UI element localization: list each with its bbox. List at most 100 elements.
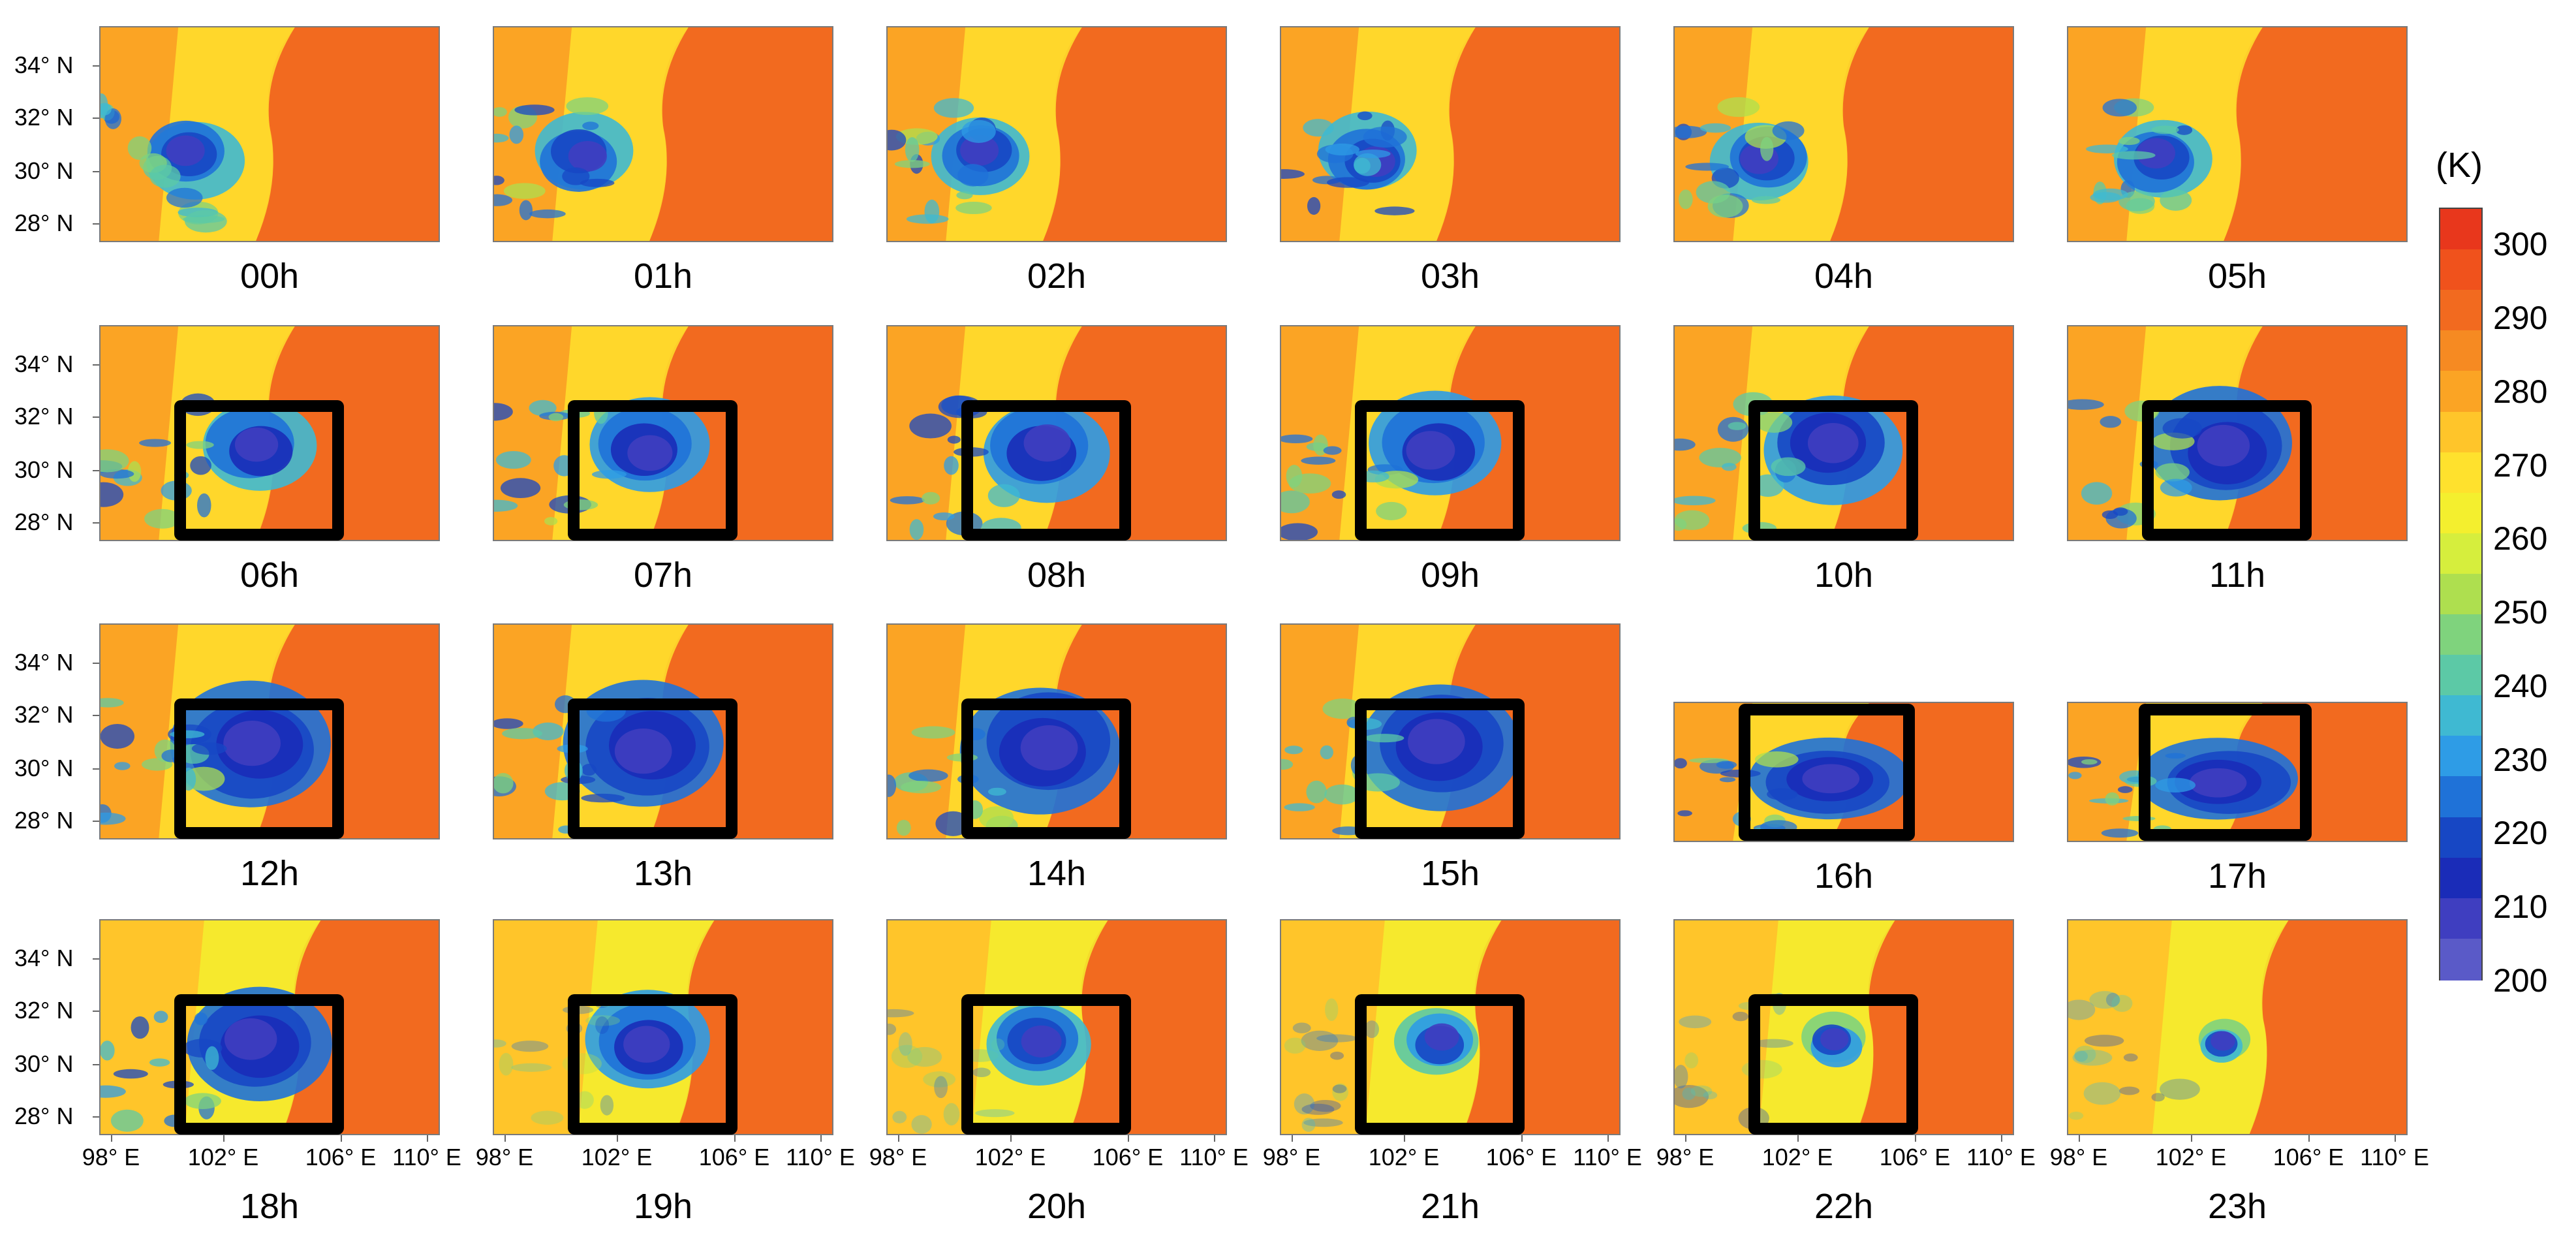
panel-12h: [99, 623, 440, 839]
lon-tick: [1010, 1135, 1012, 1142]
lat-tick: [93, 768, 99, 770]
lon-tick: [734, 1135, 736, 1142]
lat-tick: [93, 171, 99, 172]
lat-tick: [93, 364, 99, 366]
colorbar-segment: [2440, 898, 2481, 941]
lon-tick: [341, 1135, 342, 1142]
region-box: [1748, 994, 1918, 1135]
lat-label: 34° N: [14, 351, 74, 377]
colorbar-segment: [2440, 573, 2481, 616]
colorbar-segment: [2440, 371, 2481, 413]
hour-label: 19h: [633, 1187, 693, 1226]
region-box: [568, 994, 737, 1135]
lat-label: 32° N: [14, 997, 74, 1024]
colorbar-tick-label: 240: [2493, 667, 2548, 704]
lon-label: 98° E: [869, 1144, 927, 1170]
colorbar: [2439, 208, 2483, 981]
lon-label: 110° E: [1573, 1144, 1642, 1170]
lon-tick: [223, 1135, 225, 1142]
lat-tick: [93, 821, 99, 822]
lon-label: 106° E: [305, 1144, 377, 1170]
colorbar-tick-label: 220: [2493, 815, 2548, 852]
panel-11h: [2067, 325, 2408, 541]
hour-label: 03h: [1420, 257, 1480, 296]
hour-label: 12h: [240, 854, 300, 893]
panel-18h: [99, 919, 440, 1135]
lon-tick: [820, 1135, 822, 1142]
lat-tick: [93, 65, 99, 67]
hour-label: 15h: [1420, 854, 1480, 893]
lon-label: 98° E: [475, 1144, 534, 1170]
lat-label: 34° N: [14, 945, 74, 971]
panel-15h: [1280, 623, 1621, 839]
lat-tick: [93, 1116, 99, 1118]
lon-tick: [2001, 1135, 2002, 1142]
colorbar-tick-label: 270: [2493, 447, 2548, 484]
lat-label: 28° N: [14, 509, 74, 535]
lon-tick: [1214, 1135, 1215, 1142]
lon-label: 102° E: [2155, 1144, 2227, 1170]
region-box: [1355, 994, 1525, 1135]
region-box: [1739, 704, 1915, 841]
lon-label: 110° E: [1179, 1144, 1249, 1170]
hour-label: 08h: [1027, 556, 1087, 595]
hour-label: 18h: [240, 1187, 300, 1226]
hour-label: 23h: [2207, 1187, 2267, 1226]
lon-tick: [2395, 1135, 2396, 1142]
colorbar-segment: [2440, 492, 2481, 535]
panel-20h: [886, 919, 1227, 1135]
colorbar-segment: [2440, 655, 2481, 697]
colorbar-segment: [2440, 857, 2481, 900]
lon-label: 110° E: [1966, 1144, 2036, 1170]
panel-21h: [1280, 919, 1621, 1135]
hour-label: 02h: [1027, 257, 1087, 296]
colorbar-tick-label: 300: [2493, 226, 2548, 263]
lon-label: 110° E: [2360, 1144, 2429, 1170]
panel-04h: [1673, 26, 2014, 242]
lat-label: 34° N: [14, 649, 74, 676]
colorbar-segment: [2440, 411, 2481, 454]
hour-label: 14h: [1027, 854, 1087, 893]
lon-label: 98° E: [2049, 1144, 2108, 1170]
colorbar-tick-label: 200: [2493, 962, 2548, 999]
lon-tick: [617, 1135, 618, 1142]
panel-14h: [886, 623, 1227, 839]
panel-09h: [1280, 325, 1621, 541]
lat-tick: [93, 416, 99, 418]
lat-tick: [93, 1011, 99, 1012]
panel-02h: [886, 26, 1227, 242]
colorbar-segment: [2440, 817, 2481, 860]
panel-08h: [886, 325, 1227, 541]
colorbar-segment: [2440, 736, 2481, 778]
lat-tick: [93, 223, 99, 225]
hour-label: 04h: [1814, 257, 1874, 296]
panel-16h: [1673, 702, 2014, 842]
panel-10h: [1673, 325, 2014, 541]
region-box: [174, 994, 344, 1135]
panel-06h: [99, 325, 440, 541]
lat-label: 32° N: [14, 104, 74, 131]
lon-label: 110° E: [392, 1144, 461, 1170]
region-box: [174, 400, 344, 541]
hour-label: 11h: [2209, 556, 2266, 595]
lon-tick: [1292, 1135, 1293, 1142]
lon-tick: [504, 1135, 506, 1142]
colorbar-tick-label: 280: [2493, 373, 2548, 410]
panel-05h: [2067, 26, 2408, 242]
lon-label: 102° E: [581, 1144, 653, 1170]
region-box: [1355, 400, 1525, 541]
lat-tick: [93, 470, 99, 471]
lon-label: 106° E: [1092, 1144, 1164, 1170]
panel-22h: [1673, 919, 2014, 1135]
hour-label: 21h: [1420, 1187, 1480, 1226]
lon-tick: [1685, 1135, 1686, 1142]
lat-label: 30° N: [14, 755, 74, 781]
lon-tick: [2079, 1135, 2080, 1142]
lon-tick: [1797, 1135, 1799, 1142]
lon-label: 110° E: [786, 1144, 855, 1170]
lon-tick: [111, 1135, 112, 1142]
hour-label: 17h: [2207, 856, 2267, 896]
lat-label: 30° N: [14, 1050, 74, 1077]
lat-tick: [93, 522, 99, 524]
lon-label: 98° E: [82, 1144, 140, 1170]
